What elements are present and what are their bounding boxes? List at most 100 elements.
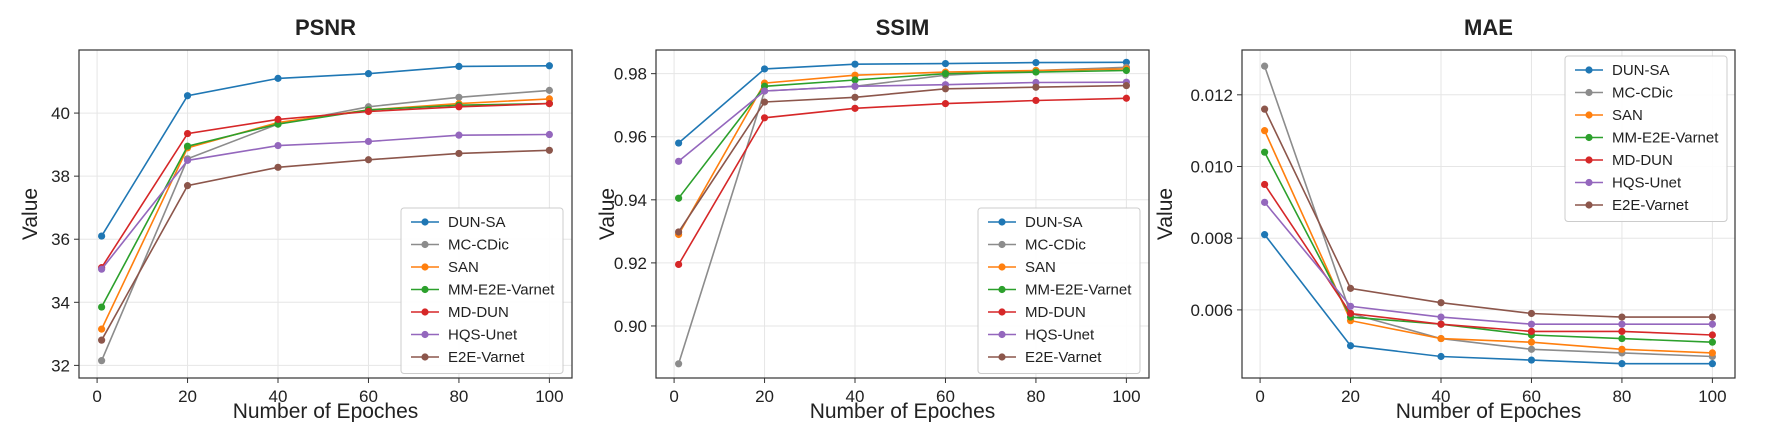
data-point-mc-cdic (1527, 345, 1536, 353)
data-point-md-dun (183, 129, 192, 138)
series-line-md-dun (1263, 183, 1713, 336)
series-line-dun-sa (678, 61, 1127, 144)
chart-title: PSNR (295, 15, 356, 40)
data-point-san (1527, 338, 1536, 346)
data-point-dun-sa (1618, 360, 1626, 368)
legend-label-hqs-unet: HQS-Unet (448, 327, 518, 344)
chart-panel-mae: 0 20 40 60 80 100 0.006 0.008 0.010 0.012 MAE Numbe… (1154, 15, 1736, 422)
data-point-md-dun (1708, 331, 1716, 339)
series-line-e2e-varnet (100, 149, 550, 341)
legend-label-hqs-unet: HQS-Unet (1025, 327, 1095, 344)
data-point-e2e-varnet (1437, 299, 1445, 307)
data-point-hqs-unet (98, 265, 106, 273)
data-point-mm-e2e-varnet (98, 303, 106, 311)
data-point-md-dun (675, 260, 683, 269)
data-point-e2e-varnet (183, 182, 192, 190)
legend-swatch-marker-md-dun (1585, 156, 1593, 164)
plot-frame (655, 49, 1150, 379)
series-line-md-dun (677, 97, 1127, 265)
legend-swatch-marker-mm-e2e-varnet (998, 285, 1006, 294)
data-point-md-dun (274, 115, 282, 123)
y-axis-label: Value (596, 188, 619, 240)
data-point-mc-cdic (98, 357, 106, 365)
data-point-e2e-varnet (1122, 82, 1130, 90)
data-point-md-dun (364, 107, 373, 116)
series-line-mc-cdic (1263, 65, 1713, 358)
x-tick-label: 100 (1698, 387, 1726, 406)
data-point-hqs-unet (1346, 302, 1355, 310)
data-point-hqs-unet (851, 82, 859, 90)
data-point-e2e-varnet (274, 163, 282, 171)
legend-swatch-marker-md-dun (421, 308, 429, 316)
data-point-e2e-varnet (545, 146, 553, 154)
legend-label-mc-cdic: MC-CDic (448, 237, 509, 254)
legend-label-dun-sa: DUN-SA (448, 214, 506, 231)
data-point-mm-e2e-varnet (675, 194, 683, 202)
x-tick-label: 0 (92, 387, 101, 406)
data-point-hqs-unet (1708, 320, 1716, 328)
series-line-dun-sa (1263, 234, 1713, 365)
data-point-hqs-unet (675, 157, 683, 165)
data-point-dun-sa (1437, 352, 1445, 361)
plot-frame (1241, 49, 1736, 379)
series-line-hqs-unet (678, 81, 1127, 162)
series-line-mm-e2e-varnet (677, 69, 1127, 199)
data-point-md-dun (760, 114, 769, 122)
data-point-dun-sa (760, 65, 769, 73)
data-point-hqs-unet (1437, 313, 1445, 321)
data-point-md-dun (545, 100, 553, 108)
data-point-mm-e2e-varnet (851, 76, 859, 84)
series-line-hqs-unet (100, 133, 550, 270)
data-point-e2e-varnet (1346, 284, 1355, 292)
legend-label-hqs-unet: HQS-Unet (1612, 175, 1682, 192)
data-point-dun-sa (1527, 356, 1536, 364)
data-point-hqs-unet (1618, 320, 1626, 328)
data-point-e2e-varnet (98, 336, 106, 344)
x-tick-label: 80 (449, 387, 468, 406)
data-point-e2e-varnet (1527, 309, 1536, 318)
legend: DUN-SA MC-CDic SAN MM-E2E-Varnet MD-DUN HQS-U… (977, 207, 1141, 374)
x-tick-label: 100 (535, 387, 563, 406)
data-point-hqs-unet (274, 141, 282, 150)
x-axis-label: Number of Epoches (810, 400, 996, 422)
data-point-hqs-unet (1527, 320, 1536, 328)
y-tick-label: 0.96 (614, 128, 647, 147)
data-point-dun-sa (364, 70, 373, 78)
legend-swatch-marker-hqs-unet (998, 330, 1006, 339)
x-axis-label: Number of Epoches (233, 400, 419, 422)
data-point-mm-e2e-varnet (941, 70, 950, 78)
x-axis-label: Number of Epoches (1396, 400, 1582, 422)
legend-label-md-dun: MD-DUN (1025, 304, 1086, 321)
data-point-mc-cdic (675, 360, 683, 368)
legend-swatch-marker-mc-cdic (998, 240, 1006, 249)
legend-swatch-marker-e2e-varnet (1585, 201, 1593, 209)
data-point-mc-cdic (455, 93, 463, 101)
data-point-dun-sa (1032, 59, 1040, 67)
data-point-dun-sa (1122, 58, 1130, 66)
legend-label-mm-e2e-varnet: MM-E2E-Varnet (1025, 282, 1132, 299)
data-point-dun-sa (1346, 342, 1355, 350)
legend-label-md-dun: MD-DUN (448, 304, 509, 321)
data-point-e2e-varnet (1032, 83, 1040, 91)
data-point-hqs-unet (455, 131, 463, 139)
data-point-md-dun (455, 103, 463, 111)
series-line-e2e-varnet (677, 84, 1127, 233)
y-tick-label: 36 (51, 230, 70, 249)
x-tick-label: 60 (936, 387, 955, 406)
legend-swatch-marker-mm-e2e-varnet (1585, 133, 1593, 142)
y-tick-label: 34 (51, 293, 70, 312)
chart-panel-ssim: 0 20 40 60 80 100 0.90 0.92 0.94 0.96 0.98 SSIM Numb… (596, 15, 1150, 422)
data-point-dun-sa (98, 232, 106, 240)
y-tick-label: 0.006 (1190, 301, 1233, 320)
legend-label-dun-sa: DUN-SA (1025, 214, 1083, 231)
y-tick-label: 0.98 (614, 65, 647, 84)
data-point-mm-e2e-varnet (183, 142, 192, 150)
x-tick-label: 20 (178, 387, 197, 406)
y-tick-label: 32 (51, 356, 70, 375)
legend-swatch-marker-e2e-varnet (421, 353, 429, 361)
data-point-dun-sa (1708, 360, 1716, 368)
data-point-mm-e2e-varnet (1708, 338, 1716, 346)
chart-panel-psnr: 0 20 40 60 80 100 32 34 36 38 40 PSNR Number of Epoc… (19, 15, 573, 422)
legend: DUN-SA MC-CDic SAN MM-E2E-Varnet MD-DUN HQS-U… (1564, 55, 1728, 222)
